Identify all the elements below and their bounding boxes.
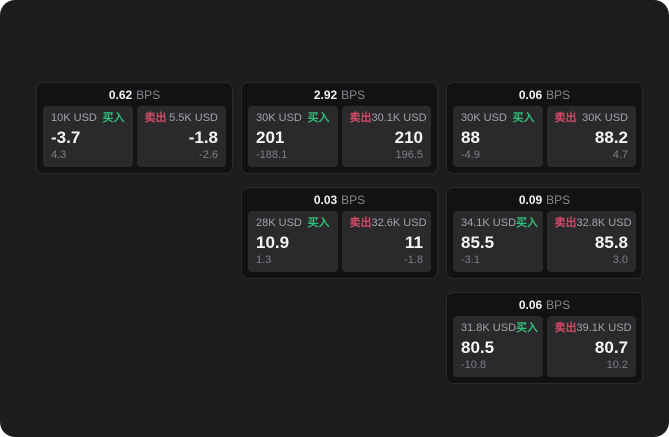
- bps-header: 2.92 BPS: [242, 83, 437, 106]
- buy-panel[interactable]: 31.8K USD 买入 80.5 -10.8: [453, 316, 543, 377]
- quote-card-4: 0.03 BPS 28K USD 买入 10.9 1.3 卖出 32.6K US…: [241, 187, 438, 279]
- sell-change: 10.2: [606, 359, 628, 371]
- buy-panel[interactable]: 10K USD 买入 -3.7 4.3: [43, 106, 133, 167]
- quote-card-1: 0.62 BPS 10K USD 买入 -3.7 4.3 卖出 5.5K USD…: [36, 82, 233, 174]
- quote-card-2: 2.92 BPS 30K USD 买入 201 -188.1 卖出 30.1K …: [241, 82, 438, 174]
- sell-panel[interactable]: 卖出 39.1K USD 80.7 10.2: [546, 316, 636, 377]
- quote-card-6: 0.06 BPS 31.8K USD 买入 80.5 -10.8 卖出 39.1…: [446, 292, 643, 384]
- quote-panels: 34.1K USD 买入 85.5 -3.1 卖出 32.8K USD 85.8…: [447, 211, 642, 272]
- sell-panel[interactable]: 卖出 30.1K USD 210 196.5: [341, 106, 431, 167]
- quote-panels: 31.8K USD 买入 80.5 -10.8 卖出 39.1K USD 80.…: [447, 316, 642, 377]
- sell-change: 196.5: [395, 149, 423, 161]
- buy-label: 买入: [307, 112, 330, 124]
- buy-price: -3.7: [51, 127, 81, 147]
- buy-change: 4.3: [51, 149, 67, 161]
- bps-unit-label: BPS: [341, 87, 366, 102]
- sell-panel[interactable]: 卖出 32.8K USD 85.8 3.0: [546, 211, 636, 272]
- quote-panels: 30K USD 买入 88 -4.9 卖出 30K USD 88.2 4.7: [447, 106, 642, 167]
- sell-label: 卖出: [554, 112, 577, 124]
- buy-change: -3.1: [461, 254, 480, 266]
- bps-header: 0.03 BPS: [242, 188, 437, 211]
- buy-price: 85.5: [461, 232, 495, 252]
- sell-price: 11: [405, 232, 423, 252]
- bps-header: 0.09 BPS: [447, 188, 642, 211]
- buy-price: 10.9: [256, 232, 290, 252]
- buy-panel[interactable]: 30K USD 买入 201 -188.1: [248, 106, 338, 167]
- buy-price: 201: [256, 127, 285, 147]
- buy-change: -188.1: [256, 149, 288, 161]
- sell-label: 卖出: [554, 322, 577, 334]
- sell-panel[interactable]: 卖出 32.6K USD 11 -1.8: [341, 211, 431, 272]
- quote-panels: 10K USD 买入 -3.7 4.3 卖出 5.5K USD -1.8 -2.…: [37, 106, 232, 167]
- buy-price: 88: [461, 127, 480, 147]
- buy-change: -4.9: [461, 149, 480, 161]
- quote-panels: 28K USD 买入 10.9 1.3 卖出 32.6K USD 11 -1.8: [242, 211, 437, 272]
- buy-panel[interactable]: 28K USD 买入 10.9 1.3: [248, 211, 338, 272]
- bps-header: 0.06 BPS: [447, 83, 642, 106]
- buy-price: 80.5: [461, 337, 495, 357]
- sell-label: 卖出: [554, 217, 577, 229]
- sell-change: 4.7: [612, 149, 628, 161]
- sell-label: 卖出: [349, 112, 372, 124]
- quote-card-5: 0.09 BPS 34.1K USD 买入 85.5 -3.1 卖出 32.8K…: [446, 187, 643, 279]
- bps-unit-label: BPS: [341, 192, 366, 207]
- buy-amount: 10K USD: [51, 112, 97, 124]
- sell-amount: 30K USD: [582, 112, 628, 124]
- bps-header: 0.62 BPS: [37, 83, 232, 106]
- sell-price: 210: [394, 127, 423, 147]
- bps-header: 0.06 BPS: [447, 293, 642, 316]
- sell-panel[interactable]: 卖出 30K USD 88.2 4.7: [546, 106, 636, 167]
- buy-label: 买入: [102, 112, 125, 124]
- sell-amount: 30.1K USD: [371, 112, 427, 124]
- bps-value: 0.06: [518, 297, 543, 312]
- sell-price: 85.8: [594, 232, 628, 252]
- buy-change: -10.8: [461, 359, 487, 371]
- buy-label: 买入: [307, 217, 330, 229]
- sell-amount: 39.1K USD: [576, 322, 632, 334]
- buy-amount: 30K USD: [256, 112, 302, 124]
- buy-amount: 28K USD: [256, 217, 302, 229]
- sell-change: -2.6: [199, 149, 218, 161]
- buy-panel[interactable]: 34.1K USD 买入 85.5 -3.1: [453, 211, 543, 272]
- buy-label: 买入: [516, 217, 539, 229]
- bps-unit-label: BPS: [546, 297, 571, 312]
- bps-value: 0.06: [518, 87, 543, 102]
- quote-panels: 30K USD 买入 201 -188.1 卖出 30.1K USD 210 1…: [242, 106, 437, 167]
- sell-price: -1.8: [188, 127, 218, 147]
- quote-card-3: 0.06 BPS 30K USD 买入 88 -4.9 卖出 30K USD 8…: [446, 82, 643, 174]
- sell-label: 卖出: [144, 112, 167, 124]
- sell-panel[interactable]: 卖出 5.5K USD -1.8 -2.6: [136, 106, 226, 167]
- sell-price: 88.2: [594, 127, 628, 147]
- bps-value: 0.09: [518, 192, 543, 207]
- bps-value: 0.03: [313, 192, 338, 207]
- bps-unit-label: BPS: [546, 87, 571, 102]
- sell-change: -1.8: [404, 254, 423, 266]
- bps-value: 0.62: [108, 87, 133, 102]
- buy-amount: 30K USD: [461, 112, 507, 124]
- buy-label: 买入: [512, 112, 535, 124]
- buy-change: 1.3: [256, 254, 272, 266]
- sell-amount: 32.8K USD: [576, 217, 632, 229]
- buy-amount: 34.1K USD: [461, 217, 517, 229]
- buy-panel[interactable]: 30K USD 买入 88 -4.9: [453, 106, 543, 167]
- sell-label: 卖出: [349, 217, 372, 229]
- sell-price: 80.7: [594, 337, 628, 357]
- sell-change: 3.0: [612, 254, 628, 266]
- bps-unit-label: BPS: [546, 192, 571, 207]
- bps-unit-label: BPS: [136, 87, 161, 102]
- bps-value: 2.92: [313, 87, 338, 102]
- buy-label: 买入: [516, 322, 539, 334]
- sell-amount: 5.5K USD: [169, 112, 218, 124]
- sell-amount: 32.6K USD: [371, 217, 427, 229]
- buy-amount: 31.8K USD: [461, 322, 517, 334]
